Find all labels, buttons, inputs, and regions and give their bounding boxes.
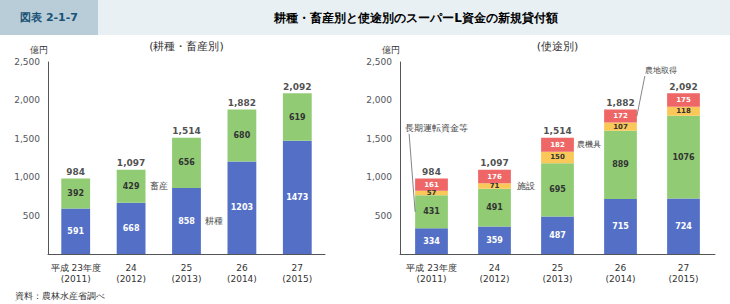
svg-text:(2014): (2014) [227,274,257,284]
svg-text:668: 668 [123,224,140,233]
svg-text:(2015): (2015) [282,274,312,284]
svg-text:1,097: 1,097 [480,158,508,168]
svg-text:2,092: 2,092 [283,82,311,92]
svg-text:71: 71 [490,182,500,190]
svg-text:長期運転資金等: 長期運転資金等 [405,123,468,133]
svg-text:(2015): (2015) [669,274,699,284]
svg-text:984: 984 [422,167,441,177]
svg-text:984: 984 [66,167,85,177]
svg-text:1,500: 1,500 [366,134,392,144]
svg-text:億円: 億円 [382,45,400,55]
svg-text:715: 715 [612,222,629,231]
svg-text:724: 724 [675,222,692,231]
svg-text:(2012): (2012) [116,274,146,284]
svg-text:26: 26 [615,263,627,273]
svg-text:1,882: 1,882 [606,98,634,108]
svg-text:680: 680 [234,131,251,140]
svg-text:施設: 施設 [517,181,535,191]
svg-text:27: 27 [292,263,303,273]
svg-text:(2013): (2013) [543,274,573,284]
svg-text:429: 429 [123,182,140,191]
svg-text:1,000: 1,000 [366,172,392,182]
svg-text:億円: 億円 [30,45,48,55]
svg-text:175: 175 [676,96,691,104]
svg-text:392: 392 [67,189,84,198]
svg-text:1,514: 1,514 [543,126,571,136]
svg-text:資料：農林水産省調べ: 資料：農林水産省調べ [15,291,105,301]
svg-text:695: 695 [549,185,566,194]
svg-text:2,000: 2,000 [14,95,40,105]
svg-text:1473: 1473 [286,193,308,202]
svg-text:334: 334 [423,237,440,246]
svg-text:畜産: 畜産 [150,181,168,191]
svg-text:耕種・畜産別と使途別のスーパーL資金の新規貸付額: 耕種・畜産別と使途別のスーパーL資金の新規貸付額 [273,11,558,25]
svg-text:858: 858 [178,217,195,226]
svg-text:平成 23年度: 平成 23年度 [406,263,456,273]
svg-text:889: 889 [612,160,629,169]
svg-text:491: 491 [486,203,503,212]
svg-text:(2013): (2013) [172,274,202,284]
svg-text:25: 25 [552,263,563,273]
svg-text:1,097: 1,097 [117,158,145,168]
svg-text:25: 25 [181,263,192,273]
svg-text:176: 176 [487,173,502,181]
svg-text:図表 2-1-7: 図表 2-1-7 [20,11,78,24]
svg-text:耕種: 耕種 [205,216,223,226]
svg-text:農地取得: 農地取得 [645,66,677,75]
svg-text:2,000: 2,000 [366,95,392,105]
svg-text:24: 24 [125,263,137,273]
svg-text:2,092: 2,092 [669,82,697,92]
svg-text:2,500: 2,500 [366,57,392,67]
svg-text:(使途別): (使途別) [537,40,579,53]
svg-text:1,882: 1,882 [228,98,256,108]
svg-text:172: 172 [613,112,628,120]
svg-text:591: 591 [67,227,84,236]
svg-text:161: 161 [424,181,439,189]
svg-text:57: 57 [427,189,437,197]
svg-text:359: 359 [486,236,503,245]
svg-text:1203: 1203 [231,203,253,212]
svg-text:26: 26 [236,263,248,273]
svg-text:(2012): (2012) [480,274,510,284]
svg-text:500: 500 [375,211,392,221]
svg-text:24: 24 [489,263,501,273]
svg-text:農機具: 農機具 [577,140,601,149]
svg-text:2,500: 2,500 [14,57,40,67]
svg-text:500: 500 [23,211,40,221]
svg-text:27: 27 [678,263,689,273]
svg-text:118: 118 [676,107,691,115]
svg-text:1,000: 1,000 [14,172,40,182]
svg-text:150: 150 [550,153,565,161]
svg-text:487: 487 [549,231,566,240]
svg-text:平成 23年度: 平成 23年度 [51,263,101,273]
svg-text:1076: 1076 [672,153,695,162]
svg-text:(2011): (2011) [417,274,447,284]
svg-text:619: 619 [289,113,306,122]
svg-text:182: 182 [550,141,565,149]
svg-text:1,500: 1,500 [14,134,40,144]
svg-text:(2014): (2014) [606,274,636,284]
svg-text:656: 656 [178,158,195,167]
svg-text:(耕種・畜産別): (耕種・畜産別) [149,40,224,53]
svg-text:(2011): (2011) [61,274,91,284]
svg-text:431: 431 [423,207,440,216]
svg-text:107: 107 [613,123,628,131]
svg-text:1,514: 1,514 [172,126,200,136]
